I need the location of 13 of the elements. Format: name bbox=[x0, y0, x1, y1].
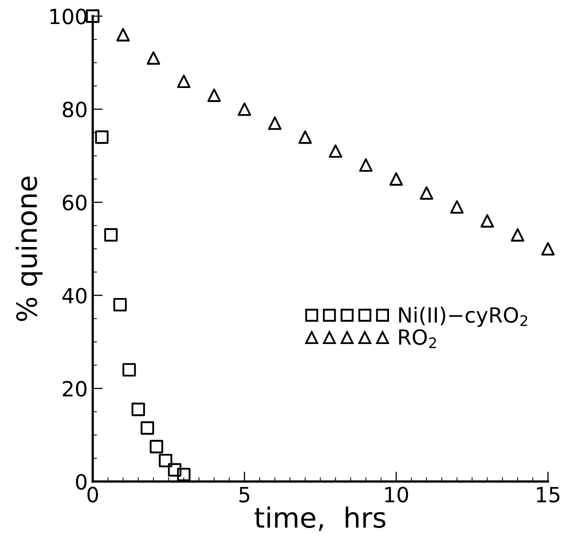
y-tick-label: 20 bbox=[62, 380, 86, 397]
y-tick-label: 60 bbox=[62, 194, 86, 210]
y-axis-title: % quinone bbox=[16, 176, 43, 322]
y-tick-label: 40 bbox=[62, 288, 86, 304]
legend-label: Ni(II)−cyRO$_{2}$ bbox=[399, 306, 528, 327]
x-axis-title: time, hrs bbox=[254, 506, 386, 531]
y-tick-label: 0 bbox=[76, 474, 86, 490]
y-tick-label: 80 bbox=[62, 102, 86, 118]
legend-label: RO$_{2}$ bbox=[399, 329, 436, 348]
x-tick-label: 0 bbox=[87, 486, 98, 502]
x-tick-label: 5 bbox=[239, 487, 250, 502]
x-tick-label: 15 bbox=[536, 487, 560, 502]
x-tick-label: 10 bbox=[385, 486, 408, 502]
